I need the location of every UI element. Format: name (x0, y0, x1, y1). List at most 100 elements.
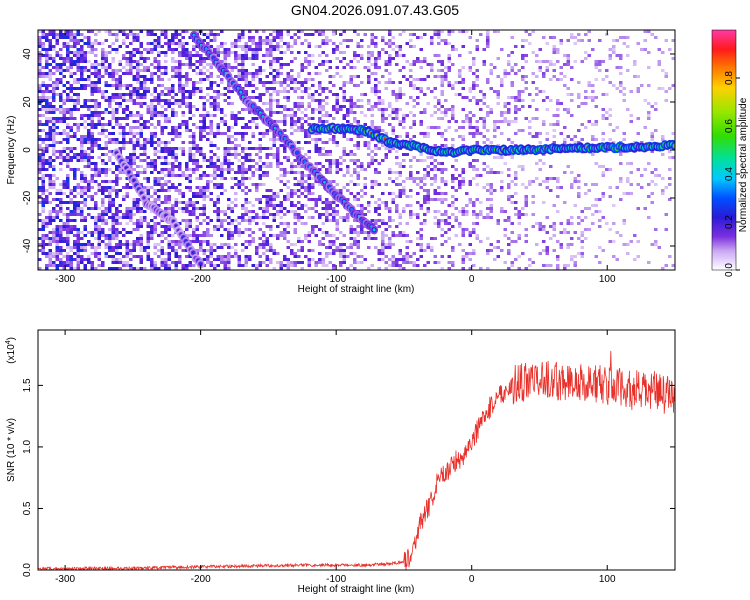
heatmap-cell (192, 159, 196, 162)
heatmap-cell (111, 204, 115, 207)
heatmap-cell (286, 48, 290, 51)
heatmap-cell (76, 237, 80, 240)
heatmap-cell (115, 195, 119, 198)
heatmap-cell (80, 231, 84, 234)
heatmap-cell (255, 57, 259, 60)
heatmap-cell (388, 210, 392, 213)
heatmap-cell (213, 36, 217, 39)
heatmap-cell (444, 111, 448, 114)
heatmap-cell (395, 54, 399, 57)
heatmap-cell (409, 138, 413, 141)
heatmap-cell (577, 39, 581, 42)
heatmap-cell (146, 189, 150, 192)
heatmap-cell (76, 204, 80, 207)
heatmap-cell (206, 57, 210, 60)
heatmap-cell (181, 36, 185, 39)
heatmap-cell (391, 198, 395, 201)
heatmap-cell (440, 234, 444, 237)
heatmap-cell (370, 156, 374, 159)
heatmap-cell (258, 39, 262, 42)
heatmap-cell (577, 192, 581, 195)
heatmap-cell (241, 150, 245, 153)
heatmap-cell (510, 36, 514, 39)
heatmap-cell (307, 234, 311, 237)
heatmap-cell (111, 132, 115, 135)
heatmap-cell (244, 54, 248, 57)
heatmap-cell (118, 177, 122, 180)
heatmap-cell (433, 237, 437, 240)
heatmap-cell (328, 219, 332, 222)
heatmap-cell (437, 192, 441, 195)
heatmap-cell (185, 105, 189, 108)
heatmap-cell (111, 99, 115, 102)
heatmap-cell (409, 213, 413, 216)
heatmap-cell (227, 141, 231, 144)
heatmap-cell (97, 147, 101, 150)
heatmap-cell (213, 177, 217, 180)
heatmap-cell (349, 180, 353, 183)
heatmap-cell (241, 207, 245, 210)
heatmap-cell (304, 51, 308, 54)
heatmap-cell (122, 57, 126, 60)
heatmap-cell (59, 234, 63, 237)
heatmap-cell (150, 234, 154, 237)
heatmap-cell (517, 90, 521, 93)
heatmap-cell (150, 228, 154, 231)
heatmap-cell (517, 129, 521, 132)
heatmap-cell (265, 75, 269, 78)
heatmap-cell (265, 174, 269, 177)
heatmap-cell (321, 51, 325, 54)
heatmap-cell (153, 201, 157, 204)
heatmap-cell (164, 168, 168, 171)
heatmap-cell (486, 207, 490, 210)
heatmap-cell (108, 216, 112, 219)
heatmap-cell (384, 153, 388, 156)
heatmap-cell (612, 45, 616, 48)
heatmap-cell (272, 153, 276, 156)
heatmap-cell (192, 168, 196, 171)
heatmap-cell (654, 174, 658, 177)
heatmap-cell (311, 186, 315, 189)
heatmap-cell (517, 99, 521, 102)
heatmap-cell (185, 222, 189, 225)
heatmap-cell (111, 93, 115, 96)
heatmap-cell (146, 198, 150, 201)
heatmap-cell (486, 198, 490, 201)
heatmap-cell (160, 183, 164, 186)
heatmap-cell (76, 57, 80, 60)
heatmap-cell (237, 111, 241, 114)
heatmap-cell (171, 183, 175, 186)
heatmap-cell (328, 60, 332, 63)
heatmap-cell (181, 201, 185, 204)
heatmap-cell (542, 120, 546, 123)
heatmap-cell (115, 102, 119, 105)
heatmap-cell (62, 240, 66, 243)
heatmap-cell (199, 132, 203, 135)
heatmap-cell (444, 219, 448, 222)
heatmap-cell (475, 234, 479, 237)
heatmap-cell (125, 183, 129, 186)
heatmap-cell (202, 108, 206, 111)
heatmap-cell (528, 105, 532, 108)
heatmap-cell (332, 75, 336, 78)
heatmap-cell (269, 228, 273, 231)
heatmap-cell (80, 72, 84, 75)
heatmap-cell (59, 252, 63, 255)
heatmap-cell (234, 204, 238, 207)
heatmap-cell (552, 234, 556, 237)
heatmap-cell (209, 33, 213, 36)
heatmap-cell (377, 51, 381, 54)
heatmap-cell (108, 192, 112, 195)
heatmap-cell (279, 222, 283, 225)
heatmap-cell (48, 45, 52, 48)
heatmap-cell (195, 249, 199, 252)
heatmap-cell (283, 195, 287, 198)
heatmap-cell (388, 33, 392, 36)
heatmap-cell (171, 207, 175, 210)
heatmap-cell (265, 207, 269, 210)
heatmap-cell (440, 75, 444, 78)
heatmap-cell (41, 141, 45, 144)
heatmap-cell (381, 99, 385, 102)
heatmap-cell (444, 240, 448, 243)
heatmap-cell (594, 123, 598, 126)
